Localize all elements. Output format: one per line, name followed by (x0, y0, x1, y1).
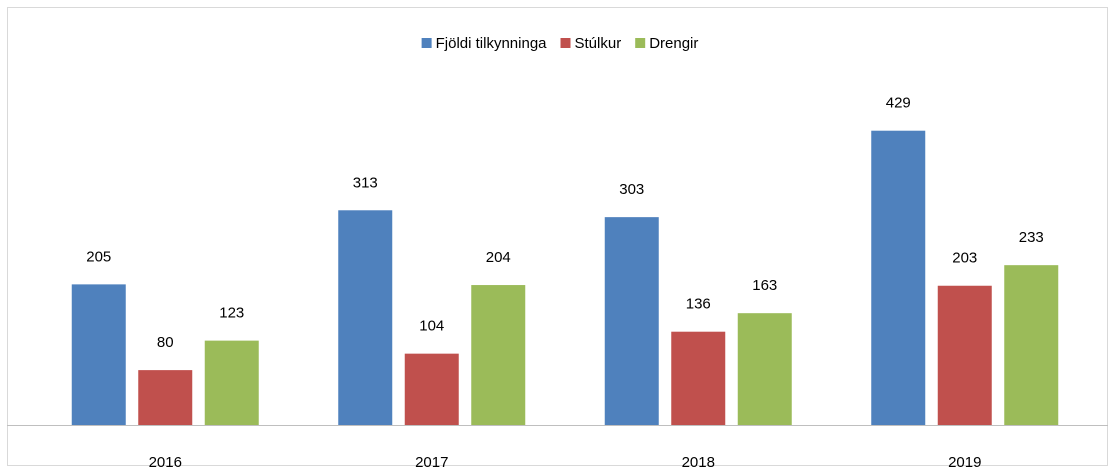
legend-label: Drengir (649, 35, 698, 52)
data-label: 429 (886, 95, 911, 112)
data-label: 163 (752, 277, 777, 294)
bar (138, 370, 193, 425)
bar (404, 353, 459, 425)
x-tick-label: 2018 (682, 454, 715, 471)
data-label: 205 (86, 248, 111, 265)
bar (338, 210, 393, 425)
legend-swatch (560, 38, 571, 48)
x-tick-label: 2017 (415, 454, 448, 471)
bar (71, 284, 126, 425)
bar (737, 313, 792, 425)
data-label: 123 (219, 305, 244, 322)
legend-swatch (635, 38, 646, 48)
legend-label: Stúlkur (575, 35, 622, 52)
bar (671, 331, 726, 425)
data-label: 104 (419, 318, 444, 335)
data-label: 80 (157, 334, 174, 351)
legend-label: Fjöldi tilkynninga (436, 35, 548, 52)
bar (871, 130, 926, 425)
data-label: 136 (686, 296, 711, 313)
data-label: 203 (952, 250, 977, 267)
bar (604, 217, 659, 425)
x-tick-label: 2019 (948, 454, 981, 471)
data-label: 204 (486, 249, 511, 266)
legend-swatch (421, 38, 432, 48)
data-label: 313 (353, 174, 378, 191)
data-label: 303 (619, 181, 644, 198)
data-label: 233 (1019, 229, 1044, 246)
bar (937, 285, 992, 425)
bar (204, 340, 259, 425)
bar (1004, 265, 1059, 425)
x-tick-label: 2016 (149, 454, 182, 471)
bar (471, 285, 526, 425)
